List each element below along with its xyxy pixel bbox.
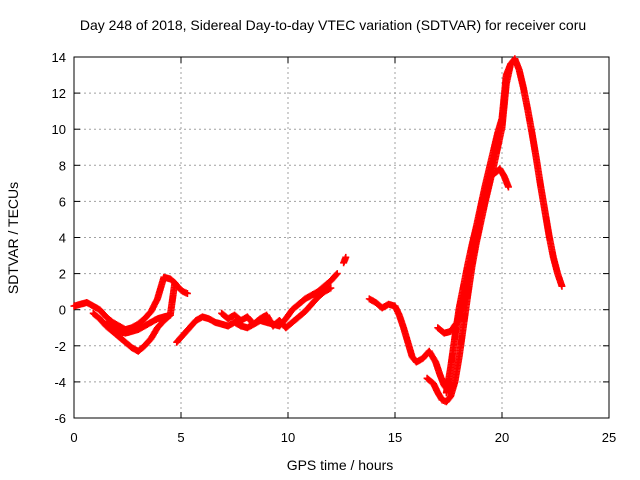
axes xyxy=(73,56,610,419)
x-tick-label: 25 xyxy=(602,430,616,445)
y-tick-label: 12 xyxy=(52,86,66,101)
data-point xyxy=(511,57,519,65)
x-tick-label: 0 xyxy=(70,430,77,445)
y-tick-label: 0 xyxy=(59,303,66,318)
tick-labels: 0 5 10 15 20 25 -6 -4 -2 0 2 4 6 8 10 12 14 xyxy=(52,50,617,445)
data-point xyxy=(327,284,335,292)
data-point xyxy=(333,270,341,278)
y-axis-label: SDTVAR / TECUs xyxy=(5,182,21,294)
x-axis-label: GPS time / hours xyxy=(287,457,394,473)
y-tick-label: 2 xyxy=(59,267,66,282)
y-tick-label: -2 xyxy=(54,339,66,354)
data-point xyxy=(166,311,174,319)
data-point xyxy=(332,271,340,279)
data-point xyxy=(558,282,566,290)
data-point xyxy=(171,280,179,288)
chart-title: Day 248 of 2018, Sidereal Day-to-day VTE… xyxy=(80,17,586,33)
y-tick-label: 4 xyxy=(59,231,66,246)
y-tick-label: 14 xyxy=(52,50,66,65)
grid-lines xyxy=(74,57,609,418)
x-tick-label: 5 xyxy=(177,430,184,445)
x-tick-label: 15 xyxy=(388,430,402,445)
y-tick-label: 6 xyxy=(59,194,66,209)
data-point xyxy=(510,58,518,66)
y-tick-label: 10 xyxy=(52,122,66,137)
x-tick-label: 20 xyxy=(495,430,509,445)
data-point xyxy=(504,183,512,191)
data-point xyxy=(183,289,191,297)
x-tick-label: 10 xyxy=(281,430,295,445)
y-tick-label: 8 xyxy=(59,158,66,173)
y-tick-label: -6 xyxy=(54,411,66,426)
y-tick-label: -4 xyxy=(54,375,66,390)
data-point xyxy=(342,253,350,261)
data-points xyxy=(70,55,566,406)
